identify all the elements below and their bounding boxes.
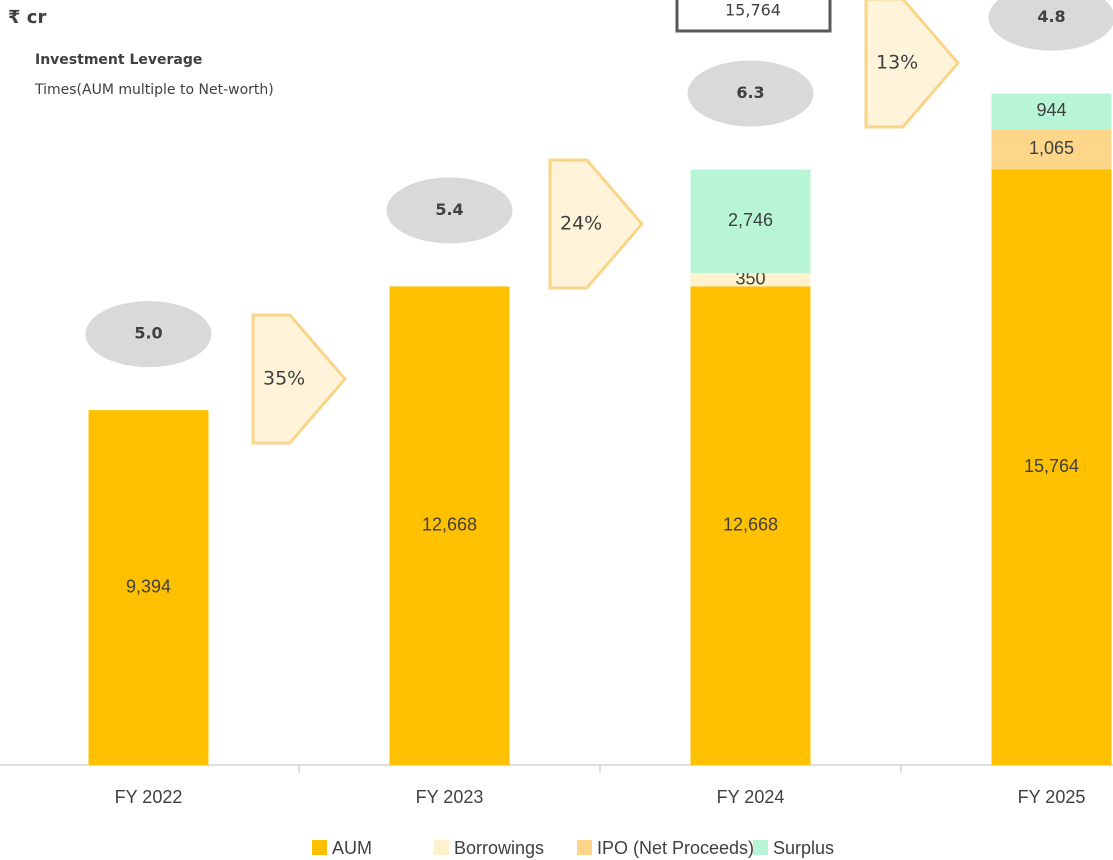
x-tick-label: FY 2024: [717, 787, 785, 807]
x-tick-label: FY 2023: [416, 787, 484, 807]
leverage-bubble: [687, 60, 814, 127]
leverage-label: 5.4: [435, 200, 463, 219]
data-label: 12,668: [422, 514, 477, 534]
unit: ₹ cr: [8, 7, 46, 28]
x-tick-label: FY 2025: [1018, 787, 1086, 807]
growth-label: 24%: [560, 213, 602, 235]
growth-label: 35%: [263, 368, 305, 390]
bar-segment: [991, 169, 1112, 765]
bar-segment: [690, 169, 811, 274]
leverage-subtitle: Times(AUM multiple to Net-worth): [34, 82, 274, 98]
legend-swatch: [753, 840, 768, 855]
leverage-title: Investment Leverage: [35, 52, 202, 68]
bar-segment: [88, 410, 209, 765]
annotation-box: [675, 0, 832, 33]
bar-segment: [690, 286, 811, 765]
legend-swatch: [577, 840, 592, 855]
data-label: 350: [735, 269, 765, 289]
legend-label: AUM: [332, 838, 372, 858]
legend-label: Borrowings: [454, 838, 544, 858]
legend-swatch: [434, 840, 449, 855]
data-label: 944: [1036, 100, 1066, 120]
leverage-label: 5.0: [134, 324, 162, 343]
growth-arrow: [864, 0, 960, 129]
legend-label: Surplus: [773, 838, 834, 858]
growth-arrow: [548, 158, 644, 290]
data-label: 1,065: [1029, 138, 1074, 158]
data-label: 9,394: [126, 576, 171, 596]
legend-swatch: [312, 840, 327, 855]
growth-label: 13%: [876, 52, 918, 74]
annotation: 15,764: [725, 1, 781, 20]
bar-segment: [389, 286, 510, 765]
bar-segment: [991, 93, 1112, 130]
x-tick-label: FY 2022: [115, 787, 183, 807]
data-label: 12,668: [723, 514, 778, 534]
leverage-bubble: [386, 177, 513, 244]
bar-segment: [991, 129, 1112, 170]
data-label: 15,764: [1024, 456, 1079, 476]
leverage-label: 6.3: [736, 83, 764, 102]
data-label: 2,746: [728, 210, 773, 230]
bar-segment: [690, 273, 811, 287]
growth-arrow: [251, 313, 347, 445]
leverage-label: 4.8: [1037, 7, 1065, 26]
leverage-bubble: [85, 301, 212, 368]
legend-label: IPO (Net Proceeds): [597, 838, 754, 858]
leverage-bubble: [988, 0, 1113, 51]
